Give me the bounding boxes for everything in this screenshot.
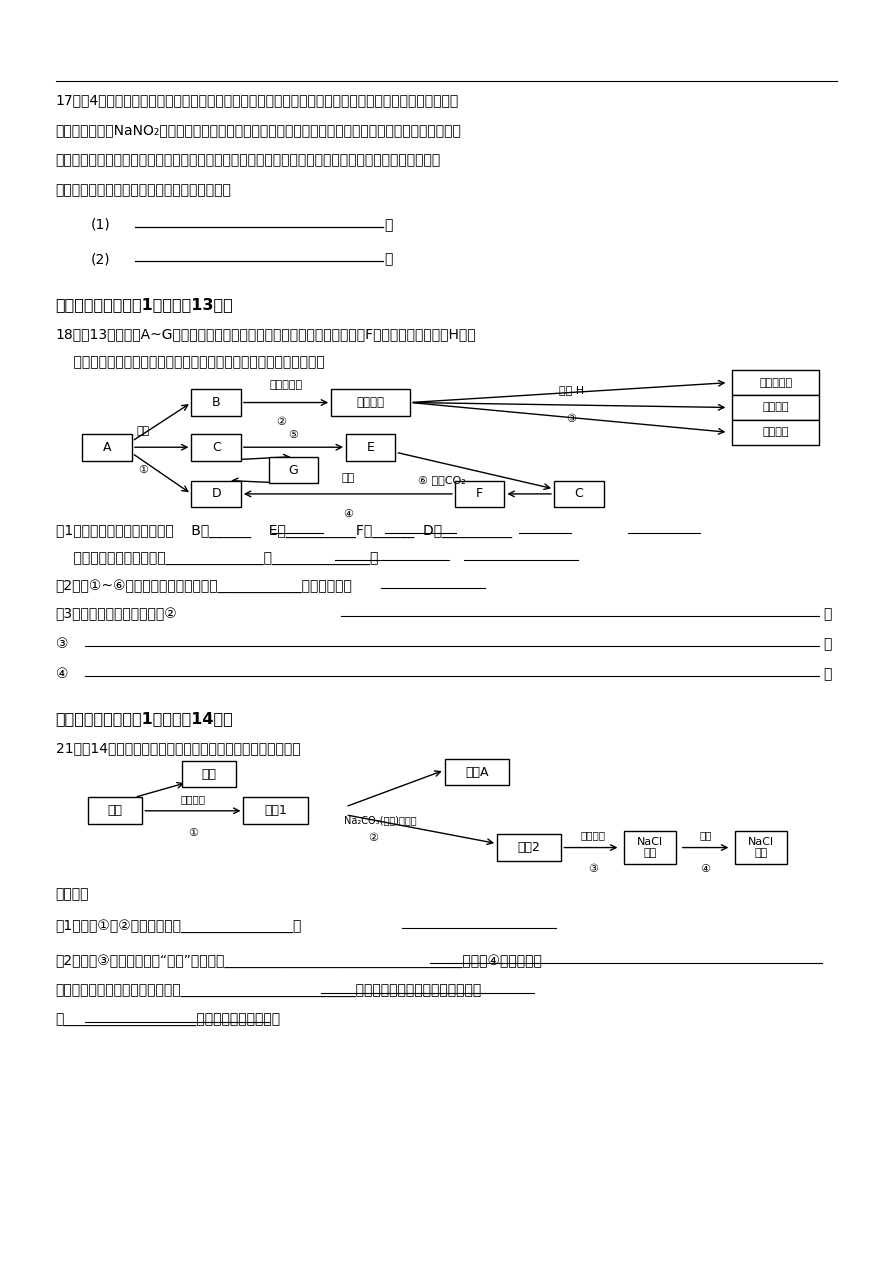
Text: (1): (1): [90, 218, 110, 232]
Text: C: C: [574, 487, 583, 501]
FancyBboxPatch shape: [732, 395, 820, 420]
Text: 粗盐: 粗盐: [108, 804, 122, 818]
Text: B: B: [212, 396, 221, 409]
Text: （2）在①~⑥反应中属于化合反应的是____________（填序号）。: （2）在①~⑥反应中属于化合反应的是____________（填序号）。: [55, 579, 353, 593]
Text: 。: 。: [385, 252, 393, 266]
FancyBboxPatch shape: [244, 798, 308, 824]
Text: 21、（14分）一同学用某种粗盐进行提纯实验，步骤见下图。: 21、（14分）一同学用某种粗盐进行提纯实验，步骤见下图。: [55, 741, 300, 755]
Text: ③: ③: [588, 864, 598, 875]
FancyBboxPatch shape: [182, 761, 237, 787]
Text: ④: ④: [701, 864, 711, 875]
Text: ；: ；: [385, 218, 393, 232]
Text: 。: 。: [823, 637, 831, 651]
Text: (2): (2): [90, 252, 110, 266]
Text: ②: ②: [369, 833, 379, 843]
Text: NaCl
溶液: NaCl 溶液: [637, 837, 663, 858]
Text: 应___________________，用余热使水份蕉干。: 应___________________，用余热使水份蕉干。: [55, 1013, 280, 1027]
Text: G: G: [288, 463, 298, 477]
FancyBboxPatch shape: [455, 481, 505, 507]
Text: ④: ④: [55, 666, 68, 680]
Text: 无色气体: 无色气体: [763, 403, 789, 413]
Text: 。: 。: [823, 666, 831, 680]
Text: 足量 H: 足量 H: [559, 385, 584, 395]
Text: 18、（13分）已知A~G七种物质都是初中化学课本中出现过的化合物，其中F是常用的建筑材料；H为常: 18、（13分）已知A~G七种物质都是初中化学课本中出现过的化合物，其中F是常用…: [55, 327, 476, 341]
Text: 上述蓝色溶液中的溶质有______________、______________。: 上述蓝色溶液中的溶质有______________、______________…: [55, 551, 378, 565]
FancyBboxPatch shape: [191, 481, 241, 507]
Text: （1）请写出下列物质的化学式    B、______    E、__________F、______  D、__________: （1）请写出下列物质的化学式 B、______ E、__________F、__…: [55, 524, 512, 538]
Text: （1）步骤①和②的操作名称是________________。: （1）步骤①和②的操作名称是________________。: [55, 919, 302, 933]
Text: 三、简答题（本大题1小题，全13分）: 三、简答题（本大题1小题，全13分）: [55, 298, 233, 312]
Text: ⑥ 通入CO₂: ⑥ 通入CO₂: [418, 475, 466, 485]
Text: D: D: [212, 487, 221, 501]
FancyBboxPatch shape: [445, 758, 509, 785]
FancyBboxPatch shape: [624, 830, 676, 864]
Text: C: C: [212, 440, 221, 454]
Text: 四、实验题（本大题1小题，全14分）: 四、实验题（本大题1小题，全14分）: [55, 712, 233, 727]
Text: 蓝色溶液: 蓝色溶液: [356, 396, 385, 409]
Text: 心食用。请写出设想中两个反应的化学方程式：: 心食用。请写出设想中两个反应的化学方程式：: [55, 183, 231, 197]
Text: 含有亚硝酸盐（NaNO₂为例说明）的腌制食品中加入过量的氯化铵，共热后生成无毒、无害的氮气、水、: 含有亚硝酸盐（NaNO₂为例说明）的腌制食品中加入过量的氯化铵，共热后生成无毒、…: [55, 124, 462, 138]
Text: 和氯化钙；然后再持续加热，使过量的氯化铵分解为氨气、氯化氢气体，经过这样处理的腌制食品就可放: 和氯化钙；然后再持续加热，使过量的氯化铵分解为氨气、氯化氢气体，经过这样处理的腌…: [55, 153, 441, 167]
Text: （3）写出下列化学方程式：②: （3）写出下列化学方程式：②: [55, 607, 178, 621]
FancyBboxPatch shape: [732, 370, 820, 395]
Text: 泥沙: 泥沙: [202, 767, 217, 781]
Text: 过量稀硫酸: 过量稀硫酸: [270, 380, 303, 390]
Text: 水、搔拌: 水、搔拌: [180, 794, 205, 804]
Text: （2）步骤③判断加入盐酸“适量”的方法是__________________________________；步骤④加热蕉发时: （2）步骤③判断加入盐酸“适量”的方法是____________________…: [55, 954, 543, 968]
Text: 浅绿色溶液: 浅绿色溶液: [759, 377, 792, 387]
Text: ②: ②: [276, 418, 286, 428]
FancyBboxPatch shape: [269, 457, 318, 483]
Text: A: A: [103, 440, 112, 454]
FancyBboxPatch shape: [331, 389, 411, 416]
Text: 加热: 加热: [137, 427, 149, 437]
FancyBboxPatch shape: [554, 481, 604, 507]
Text: 见的单质。各物质之间存在如下转化关系（反应条件如下图所示）。: 见的单质。各物质之间存在如下转化关系（反应条件如下图所示）。: [55, 355, 324, 369]
Text: ①: ①: [188, 828, 198, 838]
Text: ③: ③: [55, 637, 68, 651]
FancyBboxPatch shape: [82, 434, 132, 461]
Text: 适量盐酸: 适量盐酸: [580, 830, 605, 840]
Text: NaCl
晶体: NaCl 晶体: [748, 837, 774, 858]
FancyBboxPatch shape: [732, 420, 820, 444]
Text: E: E: [367, 440, 375, 454]
Text: 蕉发: 蕉发: [699, 830, 712, 840]
Text: ⑤: ⑤: [288, 430, 298, 440]
FancyBboxPatch shape: [191, 389, 241, 416]
FancyBboxPatch shape: [346, 434, 396, 461]
Text: 固体A: 固体A: [465, 766, 488, 779]
Text: 请回答：: 请回答：: [55, 887, 89, 901]
Text: 要用玻棒不断搔拌，这是为了防止_________________________，当蕉发皿中有较多固体出现时，: 要用玻棒不断搔拌，这是为了防止_________________________…: [55, 983, 482, 998]
Text: 红色固体: 红色固体: [763, 428, 789, 438]
Text: 高温: 高温: [341, 473, 355, 483]
Text: ①: ①: [138, 466, 148, 475]
Text: Na₂CO₃(过量)、搔拌: Na₂CO₃(过量)、搔拌: [344, 815, 417, 825]
Text: ④: ④: [343, 509, 353, 519]
Text: F: F: [476, 487, 483, 501]
FancyBboxPatch shape: [191, 434, 241, 461]
FancyBboxPatch shape: [497, 834, 562, 861]
FancyBboxPatch shape: [735, 830, 787, 864]
Text: 。: 。: [823, 607, 831, 621]
Text: 滤液2: 滤液2: [518, 840, 540, 854]
FancyBboxPatch shape: [88, 798, 142, 824]
Text: 滤液1: 滤液1: [264, 804, 287, 818]
Text: ③: ③: [566, 414, 576, 424]
Text: 17、（4分）食品腌制中会产生亚硝酸盐，因亚硝酸盐易诱发癌症而严重影响人们的健康，有人设想：先向: 17、（4分）食品腌制中会产生亚硝酸盐，因亚硝酸盐易诱发癌症而严重影响人们的健康…: [55, 93, 459, 107]
